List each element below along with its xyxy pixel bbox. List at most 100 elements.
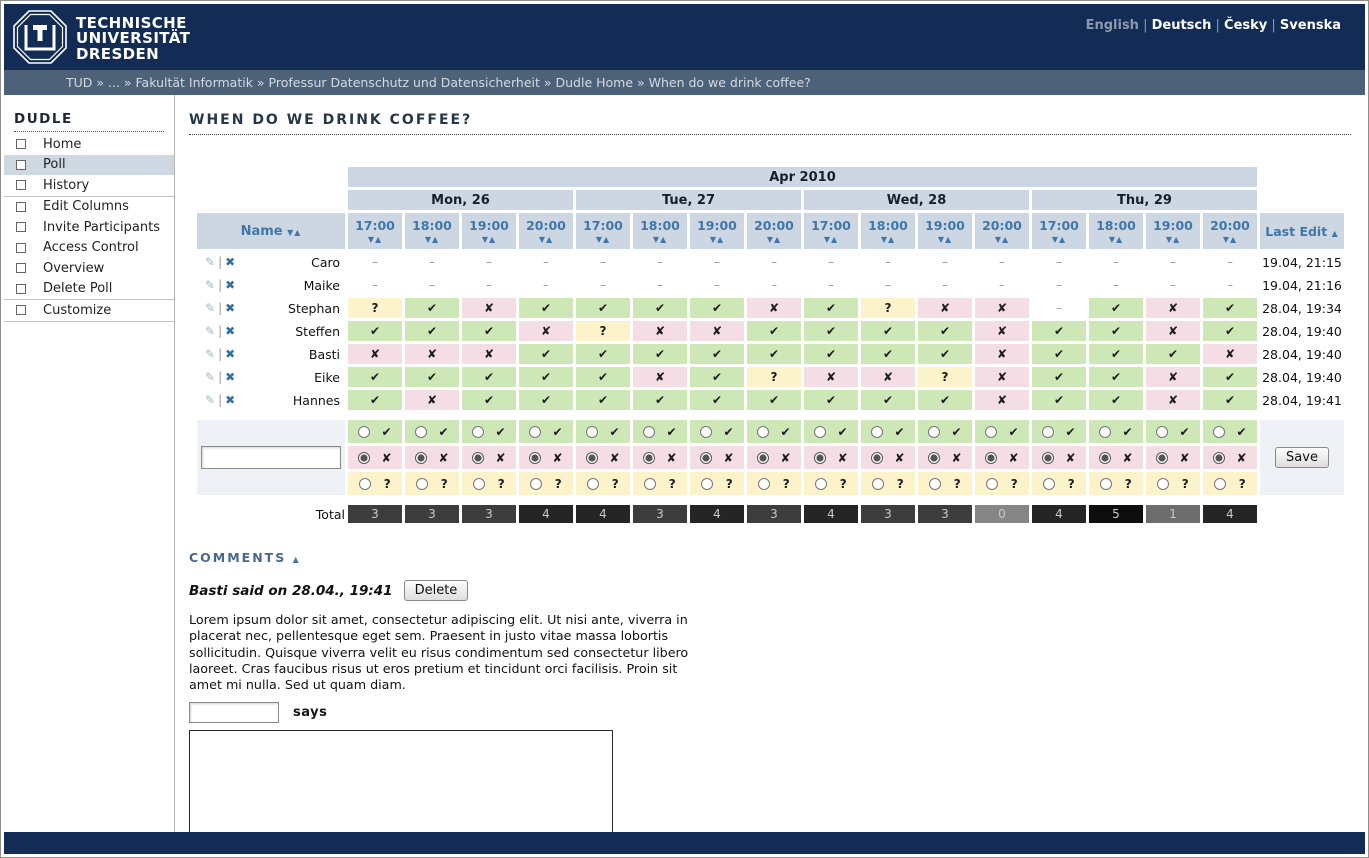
vote-radio-m[interactable] <box>587 477 600 490</box>
vote-radio-n[interactable] <box>415 451 428 464</box>
vote-radio-n[interactable] <box>529 451 542 464</box>
vote-radio-n[interactable] <box>814 451 827 464</box>
vote-radio-y[interactable] <box>529 425 542 438</box>
vote-radio-n[interactable] <box>1042 451 1055 464</box>
edit-entry-icon[interactable]: ✎ <box>205 278 216 292</box>
vote-radio-n[interactable] <box>586 451 599 464</box>
sort-arrows-icon[interactable]: ▼▲ <box>481 235 497 244</box>
edit-entry-icon[interactable]: ✎ <box>205 324 216 338</box>
delete-entry-icon[interactable]: ✖ <box>225 255 236 269</box>
edit-entry-icon[interactable]: ✎ <box>205 347 216 361</box>
sort-arrows-icon[interactable]: ▼▲ <box>994 235 1010 244</box>
sort-arrows-icon[interactable]: ▼▲ <box>595 235 611 244</box>
vote-radio-y[interactable] <box>1213 425 1226 438</box>
sort-arrows-icon[interactable]: ▼▲ <box>1051 235 1067 244</box>
sort-arrows-icon[interactable]: ▼▲ <box>1108 235 1124 244</box>
vote-radio-m[interactable] <box>986 477 999 490</box>
sort-arrows-icon[interactable]: ▼▲ <box>287 227 302 237</box>
sort-arrows-icon[interactable]: ▼▲ <box>1222 235 1238 244</box>
vote-radio-m[interactable] <box>416 477 429 490</box>
vote-radio-n[interactable] <box>358 451 371 464</box>
vote-radio-y[interactable] <box>1156 425 1169 438</box>
vote-radio-y[interactable] <box>757 425 770 438</box>
language-link-česky[interactable]: Česky <box>1224 18 1268 33</box>
vote-radio-m[interactable] <box>1100 477 1113 490</box>
sidebar-item-edit-columns[interactable]: Edit Columns <box>4 195 174 218</box>
sort-arrows-icon[interactable]: ▼▲ <box>1165 235 1181 244</box>
vote-radio-y[interactable] <box>985 425 998 438</box>
vote-radio-n[interactable] <box>1156 451 1169 464</box>
vote-radio-m[interactable] <box>758 477 771 490</box>
sidebar-item-home[interactable]: Home <box>4 134 174 155</box>
edit-entry-icon[interactable]: ✎ <box>205 393 216 407</box>
delete-entry-icon[interactable]: ✖ <box>225 324 236 338</box>
vote-radio-n[interactable] <box>871 451 884 464</box>
sidebar-item-invite-participants[interactable]: Invite Participants <box>4 217 174 238</box>
edit-entry-icon[interactable]: ✎ <box>205 301 216 315</box>
vote-radio-m[interactable] <box>473 477 486 490</box>
edit-entry-icon[interactable]: ✎ <box>205 370 216 384</box>
sort-arrows-icon[interactable]: ▼▲ <box>766 235 782 244</box>
vote-radio-m[interactable] <box>929 477 942 490</box>
vote-radio-n[interactable] <box>1213 451 1226 464</box>
vote-radio-y[interactable] <box>415 425 428 438</box>
sort-arrows-icon[interactable]: ▼▲ <box>937 235 953 244</box>
language-link-deutsch[interactable]: Deutsch <box>1151 18 1212 33</box>
delete-comment-button[interactable]: Delete <box>403 580 469 601</box>
sort-arrows-icon[interactable]: ▼▲ <box>823 235 839 244</box>
vote-radio-y[interactable] <box>871 425 884 438</box>
language-link-english[interactable]: English <box>1085 18 1139 33</box>
vote-radio-y[interactable] <box>643 425 656 438</box>
vote-radio-y[interactable] <box>358 425 371 438</box>
sort-arrows-icon[interactable]: ▼▲ <box>367 235 383 244</box>
vote-radio-y[interactable] <box>586 425 599 438</box>
sort-arrows-icon[interactable]: ▼▲ <box>652 235 668 244</box>
vote-radio-m[interactable] <box>872 477 885 490</box>
vote-radio-m[interactable] <box>1157 477 1170 490</box>
vote-radio-y[interactable] <box>700 425 713 438</box>
language-link-svenska[interactable]: Svenska <box>1279 18 1341 33</box>
sort-arrows-icon[interactable]: ▼▲ <box>709 235 725 244</box>
delete-entry-icon[interactable]: ✖ <box>225 370 236 384</box>
vote-radio-y[interactable] <box>928 425 941 438</box>
vote-radio-n[interactable] <box>472 451 485 464</box>
delete-entry-icon[interactable]: ✖ <box>225 278 236 292</box>
vote-radio-n[interactable] <box>700 451 713 464</box>
delete-entry-icon[interactable]: ✖ <box>225 393 236 407</box>
vote-radio-n[interactable] <box>928 451 941 464</box>
save-button[interactable]: Save <box>1275 447 1329 468</box>
commenter-name-input[interactable] <box>189 702 279 724</box>
vote-radio-y[interactable] <box>472 425 485 438</box>
comment-textarea[interactable] <box>189 730 613 832</box>
vote-radio-y[interactable] <box>814 425 827 438</box>
sidebar-item-overview[interactable]: Overview <box>4 258 174 279</box>
delete-entry-icon[interactable]: ✖ <box>225 301 236 315</box>
vote-radio-m[interactable] <box>359 477 372 490</box>
vote-radio-n[interactable] <box>985 451 998 464</box>
vote-radio-m[interactable] <box>701 477 714 490</box>
sort-arrows-icon[interactable]: ▼▲ <box>424 235 440 244</box>
vote-radio-m[interactable] <box>530 477 543 490</box>
vote-radio-m[interactable] <box>1043 477 1056 490</box>
vote-radio-n[interactable] <box>757 451 770 464</box>
breadcrumb[interactable]: TUD » ... » Fakultät Informatik » Profes… <box>4 70 1365 95</box>
delete-entry-icon[interactable]: ✖ <box>225 347 236 361</box>
vote-radio-y[interactable] <box>1099 425 1112 438</box>
vote-radio-m[interactable] <box>644 477 657 490</box>
sort-arrows-icon[interactable]: ▼▲ <box>538 235 554 244</box>
sidebar-item-delete-poll[interactable]: Delete Poll <box>4 279 174 300</box>
vote-radio-m[interactable] <box>1214 477 1227 490</box>
sort-arrow-asc-icon[interactable]: ▲ <box>1331 228 1339 238</box>
sidebar-item-access-control[interactable]: Access Control <box>4 238 174 259</box>
edit-entry-icon[interactable]: ✎ <box>205 255 216 269</box>
vote-radio-m[interactable] <box>815 477 828 490</box>
tu-dresden-logo[interactable]: TECHNISCHE UNIVERSITÄT DRESDEN <box>4 4 190 68</box>
sidebar-item-poll[interactable]: Poll <box>4 154 174 175</box>
sidebar-item-customize[interactable]: Customize <box>4 299 174 321</box>
comments-sort-arrow-icon[interactable]: ▲ <box>292 555 300 564</box>
sort-arrows-icon[interactable]: ▼▲ <box>880 235 896 244</box>
sidebar-item-history[interactable]: History <box>4 175 174 196</box>
vote-radio-n[interactable] <box>643 451 656 464</box>
new-participant-name-input[interactable] <box>201 446 341 469</box>
vote-radio-y[interactable] <box>1042 425 1055 438</box>
